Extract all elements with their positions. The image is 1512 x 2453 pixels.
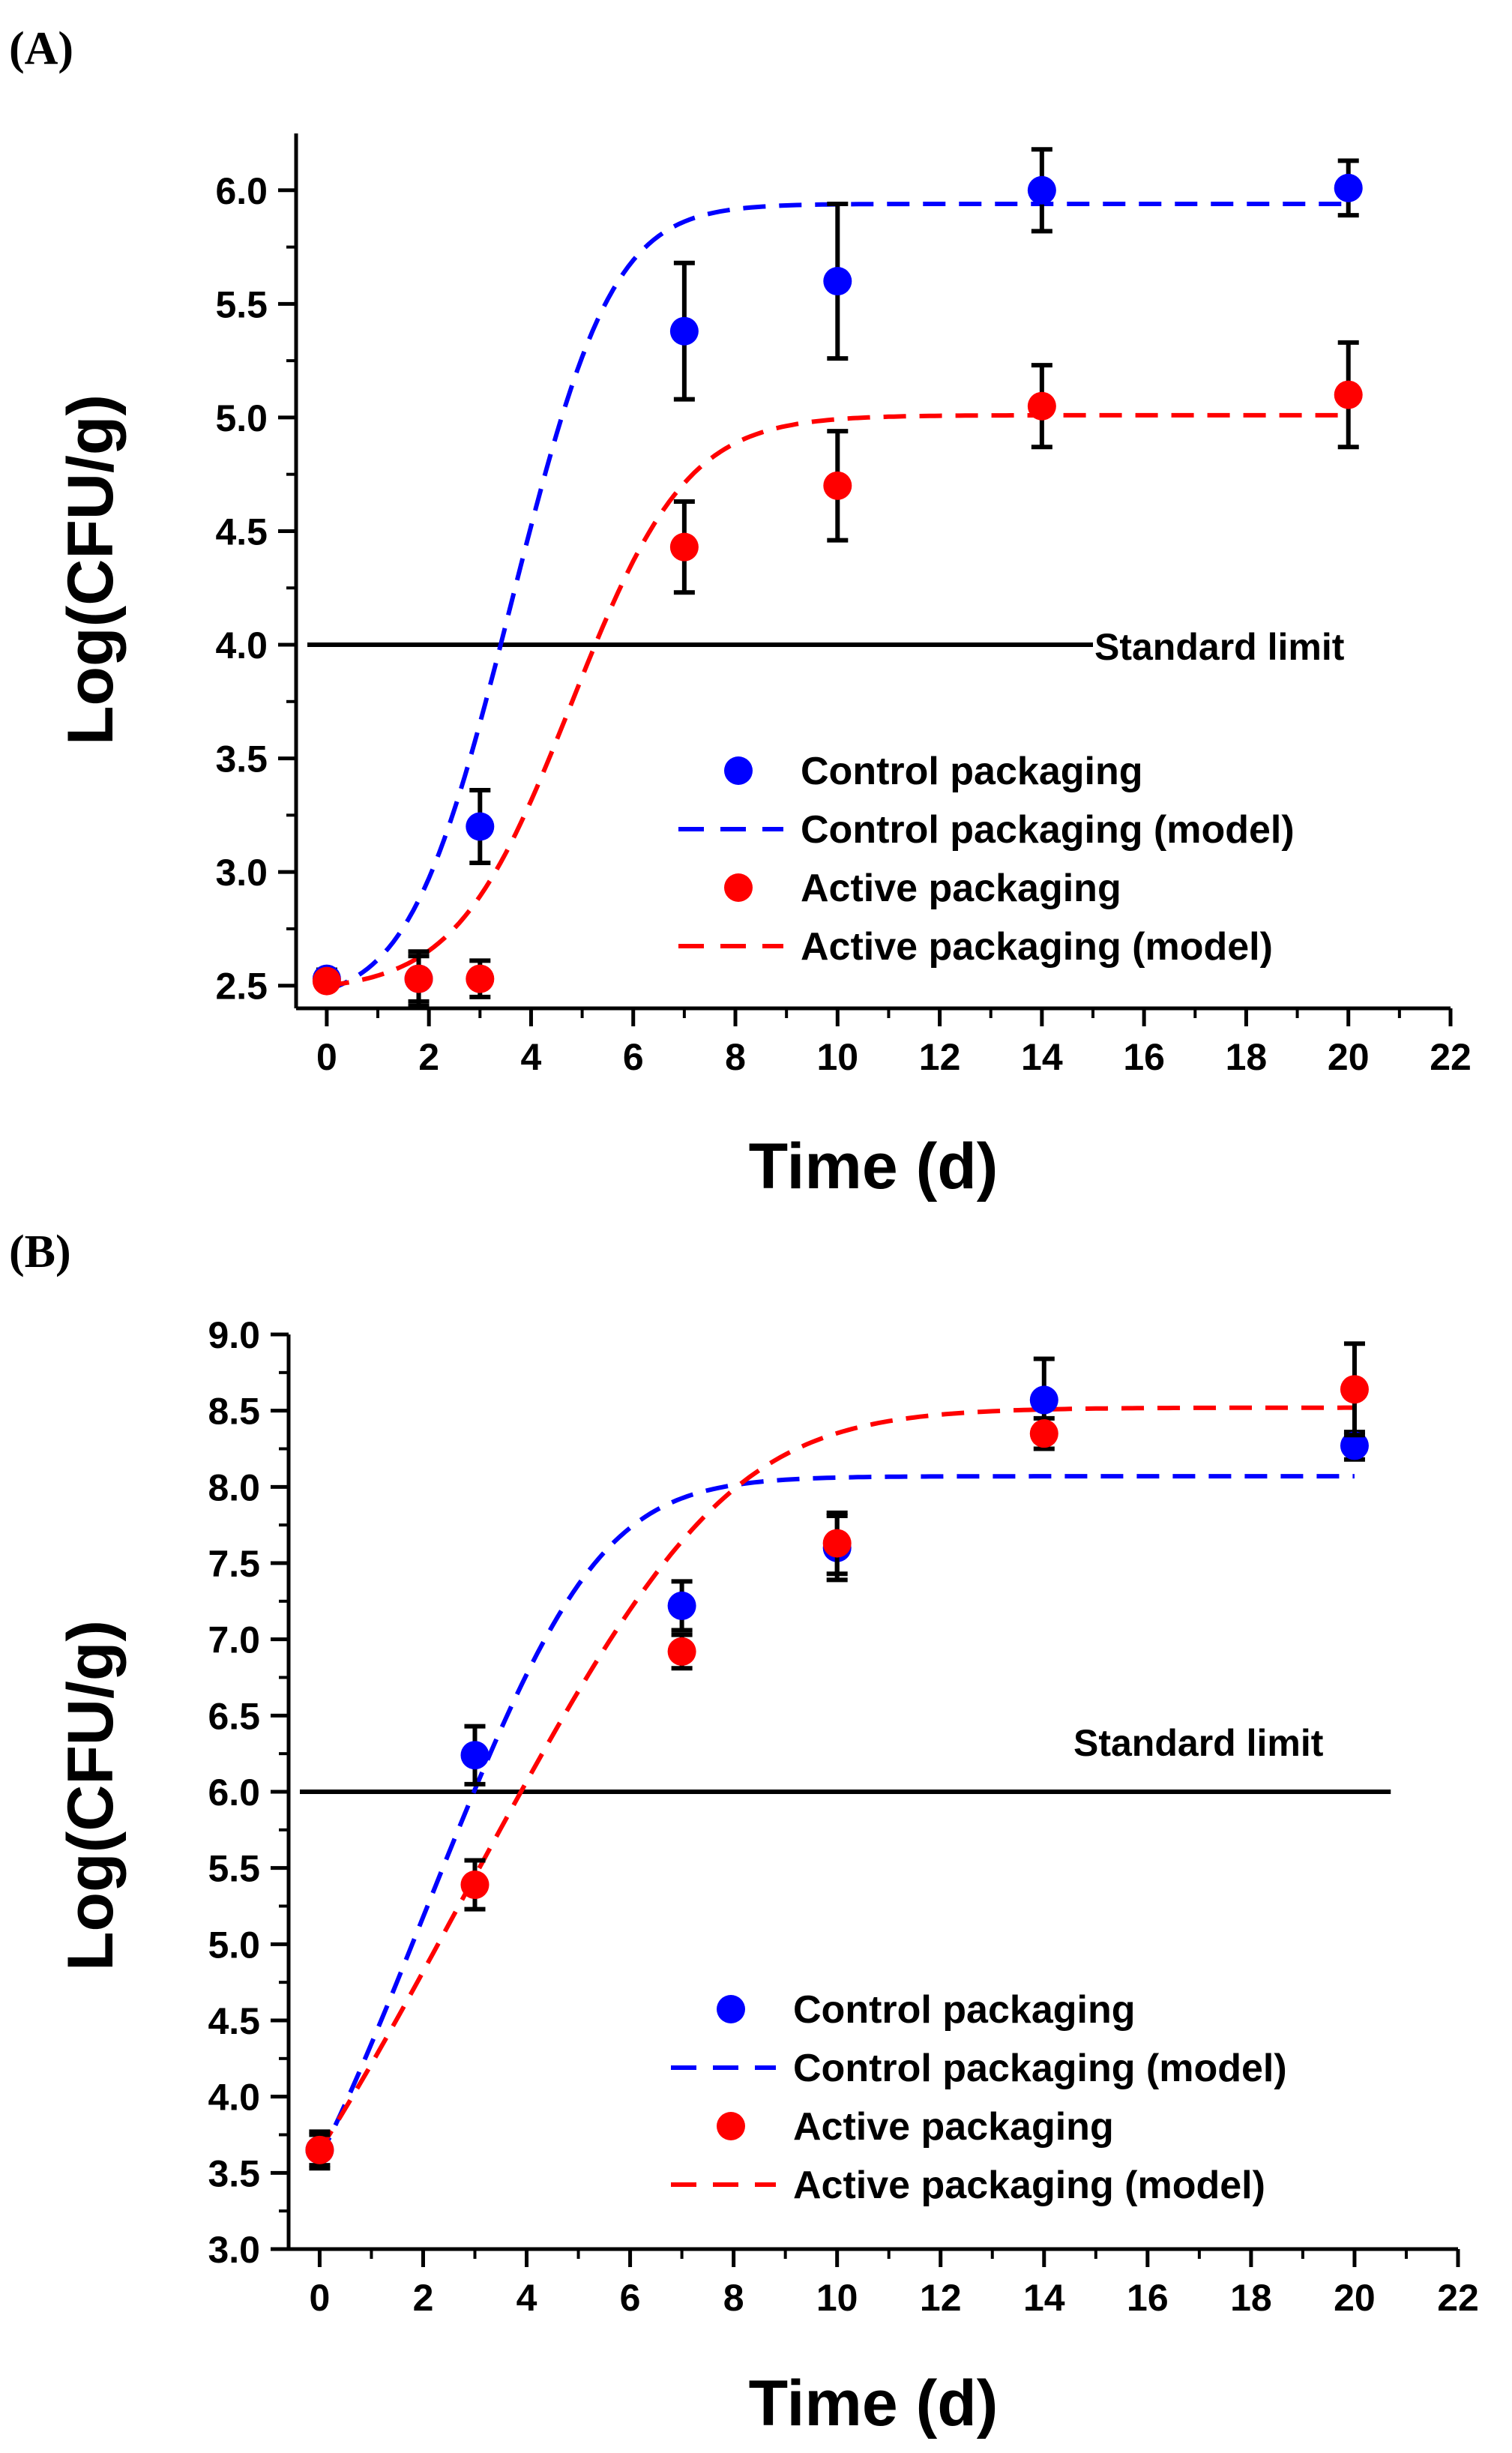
panel-b: (B) 0 2 4 6 8 10 12 14 16 18 20 22 3.0 3.5 4.0 4.5 5.0 5.5… xyxy=(9,1226,1479,2440)
y-tick-label-b-10: 8.0 xyxy=(208,1466,260,1508)
x-tick-label-b-6: 12 xyxy=(920,2277,962,2319)
y-tick-label-b-7: 6.5 xyxy=(208,1695,260,1737)
data-point-b-control-1 xyxy=(460,1741,490,1770)
data-point-b-control-5 xyxy=(1340,1431,1369,1460)
legend-marker-b-active xyxy=(717,2112,745,2140)
x-axis-title-b: Time (d) xyxy=(749,2368,999,2440)
x-tick-label-b-2: 4 xyxy=(516,2277,537,2319)
panel-label-a: (A) xyxy=(9,23,73,74)
model-curve-b-active xyxy=(317,1405,1355,2152)
x-tick-label-a-8: 16 xyxy=(1123,1036,1165,1078)
y-tick-label-b-5: 5.5 xyxy=(208,1848,260,1890)
y-tick-label-a-0: 2.5 xyxy=(215,966,268,1008)
y-tick-label-b-3: 4.5 xyxy=(208,2000,260,2042)
y-tick-label-b-9: 7.5 xyxy=(208,1543,260,1585)
x-tick-label-b-11: 22 xyxy=(1437,2277,1479,2319)
data-point-a-control-2 xyxy=(466,812,495,841)
data-point-b-active-2 xyxy=(667,1637,696,1666)
y-tick-label-b-11: 8.5 xyxy=(208,1391,260,1433)
data-point-b-control-4 xyxy=(1029,1385,1058,1415)
x-tick-label-b-1: 2 xyxy=(413,2277,434,2319)
data-point-a-active-6 xyxy=(1334,380,1363,409)
y-tick-label-b-4: 5.0 xyxy=(208,1924,260,1966)
y-tick-label-a-5: 5.0 xyxy=(215,397,268,439)
data-point-a-active-2 xyxy=(466,964,495,993)
y-tick-label-a-4: 4.5 xyxy=(215,511,268,553)
data-point-a-control-3 xyxy=(669,316,699,346)
x-tick-label-b-7: 14 xyxy=(1023,2277,1065,2319)
data-point-a-active-0 xyxy=(312,966,341,996)
x-tick-label-b-4: 8 xyxy=(723,2277,744,2319)
data-point-b-active-0 xyxy=(305,2135,334,2164)
y-tick-label-b-0: 3.0 xyxy=(208,2229,260,2271)
legend-label-b-active-model: Active packaging (model) xyxy=(793,2164,1265,2207)
data-point-a-active-1 xyxy=(404,964,433,993)
data-point-a-control-4 xyxy=(823,267,852,296)
data-point-a-active-4 xyxy=(823,471,852,500)
y-axis-title-b: Log(CFU/g) xyxy=(55,1620,127,1971)
x-tick-label-b-9: 18 xyxy=(1230,2277,1272,2319)
data-point-a-active-5 xyxy=(1027,391,1056,421)
legend-label-b-active: Active packaging xyxy=(793,2105,1114,2149)
x-tick-label-b-0: 0 xyxy=(310,2277,331,2319)
data-point-b-active-5 xyxy=(1340,1375,1369,1404)
x-tick-label-b-10: 20 xyxy=(1334,2277,1376,2319)
y-tick-label-a-3: 4.0 xyxy=(215,624,268,666)
data-point-a-control-6 xyxy=(1334,173,1363,202)
legend-label-a-active: Active packaging xyxy=(801,867,1121,910)
x-tick-label-a-7: 14 xyxy=(1021,1036,1063,1078)
x-tick-label-a-4: 8 xyxy=(725,1036,746,1078)
model-curve-b-control xyxy=(317,1474,1355,2159)
model-curve-a-active xyxy=(326,412,1349,988)
x-tick-label-a-9: 18 xyxy=(1226,1036,1268,1078)
standard-limit-label-a: Standard limit xyxy=(1094,626,1345,668)
legend-label-b-control-model: Control packaging (model) xyxy=(793,2047,1287,2090)
standard-limit-label-b: Standard limit xyxy=(1073,1722,1324,1764)
panel-a: (A) 0 2 4 6 8 10 12 14 16 18 20 22 2.5 3.0 3.5 4.0 4.5 5.0… xyxy=(9,23,1472,1203)
y-tick-label-b-1: 3.5 xyxy=(208,2152,260,2194)
y-tick-label-a-1: 3.0 xyxy=(215,852,268,894)
data-point-a-active-3 xyxy=(669,532,699,562)
y-axis-title-a: Log(CFU/g) xyxy=(55,394,127,745)
x-tick-label-a-5: 10 xyxy=(816,1036,858,1078)
x-tick-label-b-3: 6 xyxy=(620,2277,641,2319)
y-tick-label-a-2: 3.5 xyxy=(215,738,268,780)
data-point-b-active-1 xyxy=(460,1870,490,1900)
x-tick-label-a-0: 0 xyxy=(316,1036,337,1078)
panel-label-b: (B) xyxy=(9,1226,71,1277)
x-tick-label-b-5: 10 xyxy=(816,2277,858,2319)
data-point-b-active-3 xyxy=(822,1529,852,1558)
data-point-b-active-4 xyxy=(1029,1419,1058,1448)
legend-marker-a-control xyxy=(724,756,753,785)
model-curve-a-control xyxy=(325,202,1349,993)
x-tick-label-a-2: 4 xyxy=(521,1036,542,1078)
x-axis-title-a: Time (d) xyxy=(749,1131,999,1203)
x-tick-label-a-10: 20 xyxy=(1328,1036,1370,1078)
legend-label-a-control-model: Control packaging (model) xyxy=(801,808,1295,852)
legend-marker-b-control xyxy=(717,1995,745,2023)
y-tick-label-b-12: 9.0 xyxy=(208,1314,260,1356)
y-tick-label-b-8: 7.0 xyxy=(208,1619,260,1661)
x-tick-label-a-6: 12 xyxy=(919,1036,961,1078)
legend-marker-a-active xyxy=(724,873,753,902)
legend-label-a-active-model: Active packaging (model) xyxy=(801,925,1273,969)
y-tick-label-b-6: 6.0 xyxy=(208,1772,260,1814)
x-tick-label-a-1: 2 xyxy=(418,1036,439,1078)
y-tick-label-a-7: 6.0 xyxy=(215,170,268,212)
legend-label-a-control: Control packaging xyxy=(801,750,1142,793)
x-tick-label-b-8: 16 xyxy=(1127,2277,1169,2319)
y-tick-label-a-6: 5.5 xyxy=(215,283,268,325)
x-tick-label-a-3: 6 xyxy=(623,1036,644,1078)
data-point-a-control-5 xyxy=(1027,175,1056,205)
x-tick-label-a-11: 22 xyxy=(1430,1036,1472,1078)
y-tick-label-b-2: 4.0 xyxy=(208,2077,260,2119)
legend-label-b-control: Control packaging xyxy=(793,1988,1135,2032)
data-point-b-control-2 xyxy=(667,1591,696,1620)
